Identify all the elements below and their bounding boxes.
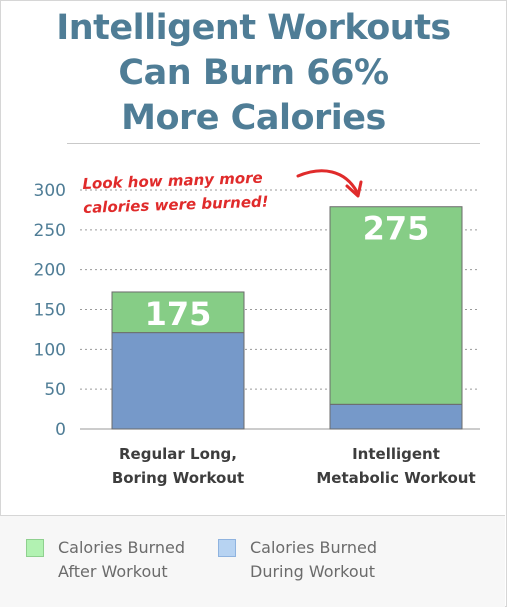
x-category-label: Regular Long, — [119, 445, 237, 463]
legend-after-line-1: Calories Burned — [58, 538, 186, 557]
x-category-label: Intelligent — [352, 445, 440, 463]
legend-item-during: Calories Burned During Workout — [218, 536, 400, 584]
bar-after — [329, 206, 463, 405]
annotation-arrowhead — [345, 180, 363, 198]
annotation-text: Look how many more calories were burned! — [82, 166, 269, 220]
x-category-label: Boring Workout — [112, 469, 244, 487]
y-tick-label: 300 — [34, 181, 66, 201]
title-divider — [67, 143, 480, 144]
annotation-arrow — [296, 169, 359, 194]
bar-during — [111, 332, 245, 430]
y-tick-label: 150 — [34, 301, 66, 321]
title-line-3: More Calories — [121, 98, 386, 138]
y-tick-label: 100 — [34, 340, 66, 360]
bar-during — [329, 403, 463, 430]
bars: 175 275 — [111, 206, 463, 430]
y-tick-label: 200 — [34, 261, 66, 281]
y-tick-label: 0 — [55, 420, 66, 440]
legend-swatch-during — [218, 539, 236, 557]
x-category-label: Metabolic Workout — [316, 469, 475, 487]
legend-during-line-1: Calories Burned — [250, 538, 378, 557]
title-line-1: Intelligent Workouts — [56, 8, 451, 48]
stacked-bar-chart: 0 50 100 150 200 250 300 175 275 Regular Long, B… — [34, 169, 480, 487]
y-axis-ticks: 0 50 100 150 200 250 300 — [34, 181, 66, 440]
bar-total-label: 175 — [145, 295, 212, 333]
legend-after-line-2: After Workout — [58, 562, 168, 581]
title-line-2: Can Burn 66% — [118, 53, 389, 93]
legend-item-after: Calories Burned After Workout — [26, 536, 208, 584]
bar-after — [111, 291, 245, 334]
legend: Calories Burned After Workout Calories B… — [0, 515, 505, 607]
x-axis-labels: Regular Long, Boring Workout Intelligent Me… — [112, 445, 476, 487]
y-tick-label: 250 — [34, 221, 66, 241]
chart-title: Intelligent Workouts Can Burn 66% More C… — [0, 6, 507, 141]
legend-during-line-2: During Workout — [250, 562, 376, 581]
legend-swatch-after — [26, 539, 44, 557]
bar-total-label: 275 — [363, 210, 430, 248]
y-tick-label: 50 — [44, 380, 66, 400]
